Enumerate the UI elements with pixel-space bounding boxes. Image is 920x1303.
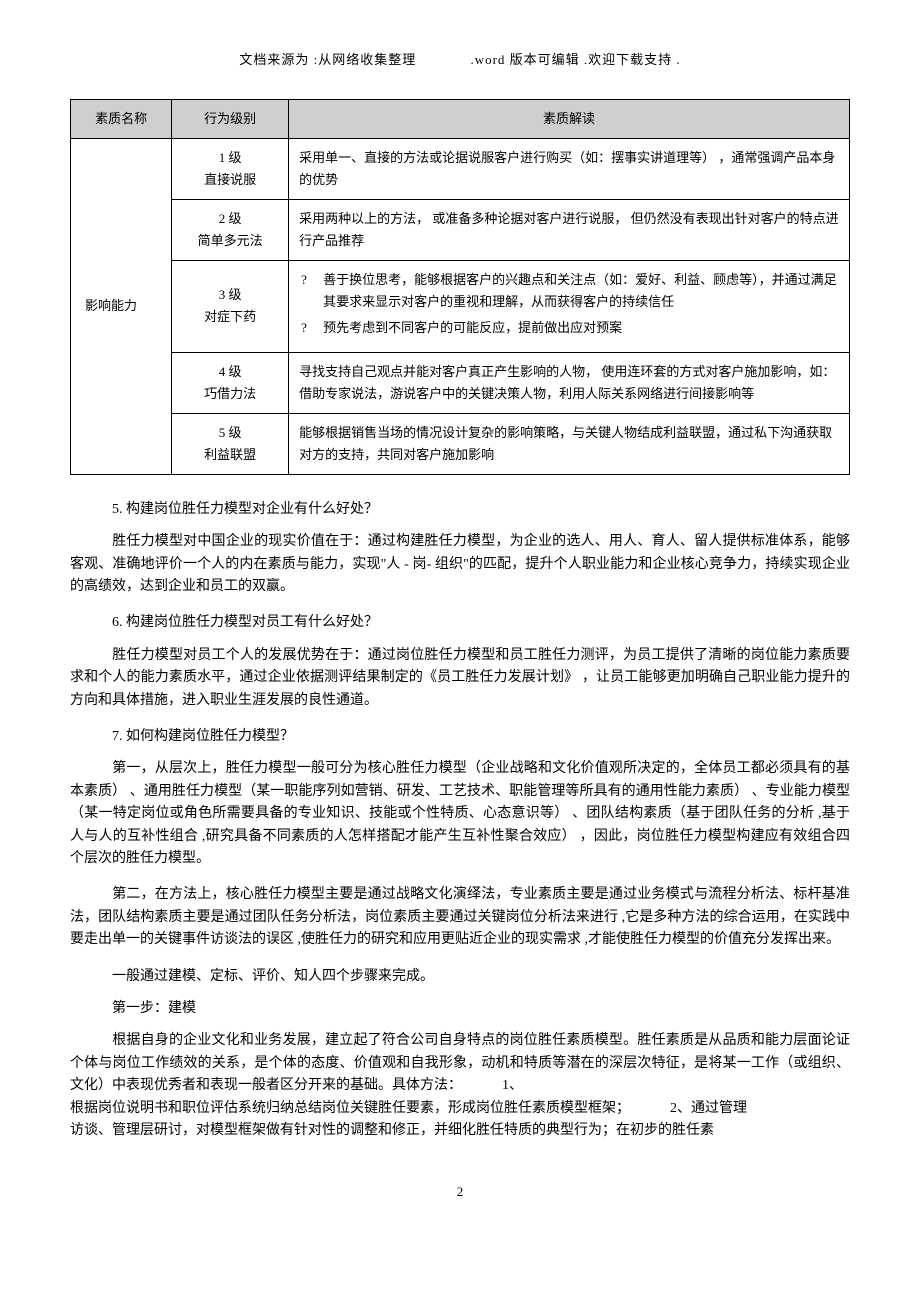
page-header: 文档来源为 :从网络收集整理 .word 版本可编辑 .欢迎下载支持 . (70, 50, 850, 71)
inline-number: 2、通过管理 (670, 1098, 747, 1120)
level-title: 直接说服 (182, 169, 278, 191)
level-title: 对症下药 (182, 306, 278, 328)
level-number: 1 级 (182, 147, 278, 169)
description-cell: ? 善于换位思考，能够根据客户的兴趣点和关注点（如：爱好、利益、顾虑等），并通过满… (289, 261, 850, 352)
body-paragraph: 根据自身的企业文化和业务发展，建立起了符合公司自身特点的岗位胜任素质模型。胜任素… (70, 1030, 850, 1142)
inline-number: 1、 (502, 1075, 523, 1097)
table-row: 4 级巧借力法寻找支持自己观点并能对客户真正产生影响的人物， 使用连环套的方式对… (71, 352, 850, 413)
bullet-item: ? 善于换位思考，能够根据客户的兴趣点和关注点（如：爱好、利益、顾虑等），并通过满… (299, 269, 839, 313)
description-cell: 能够根据销售当场的情况设计复杂的影响策略，与关键人物结成利益联盟，通过私下沟通获… (289, 413, 850, 474)
paragraph-text: 第二，在方法上，核心胜任力模型主要是通过战略文化演绎法，专业素质主要是通过业务模… (70, 887, 850, 947)
bullet-marker: ? (301, 269, 307, 291)
level-cell: 1 级直接说服 (172, 138, 289, 199)
paragraph-text: 根据自身的企业文化和业务发展，建立起了符合公司自身特点的岗位胜任素质模型。胜任素… (70, 1033, 850, 1093)
step-line: 第一步：建模 (112, 998, 850, 1020)
level-title: 巧借力法 (182, 383, 278, 405)
level-number: 2 级 (182, 208, 278, 230)
description-cell: 寻找支持自己观点并能对客户真正产生影响的人物， 使用连环套的方式对客户施加影响，… (289, 352, 850, 413)
body-paragraph: 第二，在方法上，核心胜任力模型主要是通过战略文化演绎法，专业素质主要是通过业务模… (70, 884, 850, 951)
level-cell: 2 级简单多元法 (172, 200, 289, 261)
level-cell: 4 级巧借力法 (172, 352, 289, 413)
table-row: 5 级利益联盟能够根据销售当场的情况设计复杂的影响策略，与关键人物结成利益联盟，… (71, 413, 850, 474)
body-paragraph: 第一，从层次上，胜任力模型一般可分为核心胜任力模型（企业战略和文化价值观所决定的… (70, 758, 850, 870)
table-row: 影响能力1 级直接说服采用单一、直接的方法或论据说服客户进行购买（如：摆事实讲道… (71, 138, 850, 199)
paragraph-text: 胜任力模型对员工个人的发展优势在于：通过岗位胜任力模型和员工胜任力测评，为员工提… (70, 648, 850, 708)
description-cell: 采用单一、直接的方法或论据说服客户进行购买（如：摆事实讲道理等） ，通常强调产品… (289, 138, 850, 199)
paragraph-text: 第一，从层次上，胜任力模型一般可分为核心胜任力模型（企业战略和文化价值观所决定的… (70, 761, 850, 866)
level-number: 3 级 (182, 284, 278, 306)
step-line: 一般通过建模、定标、评价、知人四个步骤来完成。 (112, 966, 850, 988)
table-header-row: 素质名称 行为级别 素质解读 (71, 99, 850, 138)
level-number: 4 级 (182, 361, 278, 383)
body-paragraph: 胜任力模型对中国企业的现实价值在于：通过构建胜任力模型，为企业的选人、用人、育人… (70, 531, 850, 598)
description-cell: 采用两种以上的方法， 或准备多种论据对客户进行说服， 但仍然没有表现出针对客户的… (289, 200, 850, 261)
paragraph-text: 访谈、管理层研讨，对模型框架做有针对性的调整和修正，并细化胜任特质的典型行为；在… (70, 1123, 714, 1138)
level-title: 利益联盟 (182, 444, 278, 466)
col-header-level: 行为级别 (172, 99, 289, 138)
level-cell: 5 级利益联盟 (172, 413, 289, 474)
table-row: 3 级对症下药? 善于换位思考，能够根据客户的兴趣点和关注点（如：爱好、利益、顾虑… (71, 261, 850, 352)
table-row: 2 级简单多元法采用两种以上的方法， 或准备多种论据对客户进行说服， 但仍然没有… (71, 200, 850, 261)
section-heading: 7. 如何构建岗位胜任力模型？ (112, 726, 850, 748)
paragraph-text: 根据岗位说明书和职位评估系统归纳总结岗位关键胜任要素，形成岗位胜任素质模型框架； (70, 1101, 630, 1116)
header-note: .word 版本可编辑 .欢迎下载支持 . (470, 50, 680, 71)
page-number: 2 (70, 1182, 850, 1203)
level-title: 简单多元法 (182, 230, 278, 252)
level-number: 5 级 (182, 422, 278, 444)
col-header-name: 素质名称 (71, 99, 172, 138)
col-header-desc: 素质解读 (289, 99, 850, 138)
bullet-item: ? 预先考虑到不同客户的可能反应，提前做出应对预案 (299, 317, 839, 339)
header-source: 文档来源为 :从网络收集整理 (239, 50, 416, 71)
bullet-list: ? 善于换位思考，能够根据客户的兴趣点和关注点（如：爱好、利益、顾虑等），并通过满… (299, 269, 839, 339)
bullet-marker: ? (301, 317, 307, 339)
bullet-text: 善于换位思考，能够根据客户的兴趣点和关注点（如：爱好、利益、顾虑等），并通过满足… (323, 272, 837, 309)
body-paragraph: 胜任力模型对员工个人的发展优势在于：通过岗位胜任力模型和员工胜任力测评，为员工提… (70, 645, 850, 712)
bullet-text: 预先考虑到不同客户的可能反应，提前做出应对预案 (323, 320, 622, 335)
paragraph-text: 胜任力模型对中国企业的现实价值在于：通过构建胜任力模型，为企业的选人、用人、育人… (70, 534, 850, 594)
level-cell: 3 级对症下药 (172, 261, 289, 352)
competency-name-cell: 影响能力 (71, 138, 172, 474)
section-heading: 6. 构建岗位胜任力模型对员工有什么好处？ (112, 612, 850, 634)
competency-table: 素质名称 行为级别 素质解读 影响能力1 级直接说服采用单一、直接的方法或论据说… (70, 99, 850, 475)
section-heading: 5. 构建岗位胜任力模型对企业有什么好处？ (112, 499, 850, 521)
